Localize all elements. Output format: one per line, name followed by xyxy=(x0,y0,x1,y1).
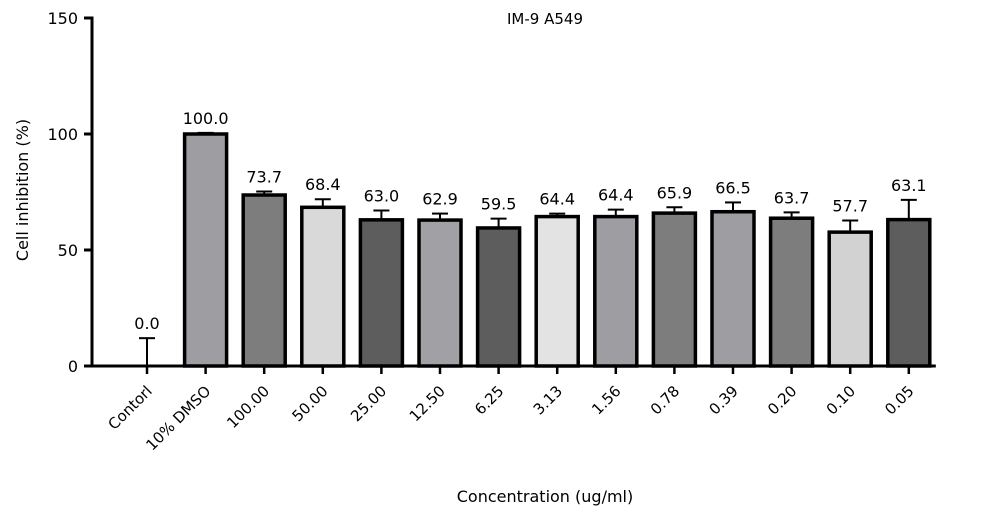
bar xyxy=(300,205,346,368)
data-label: 73.7 xyxy=(246,168,282,187)
bar xyxy=(651,211,698,368)
x-tick-label: 0.05 xyxy=(881,382,917,418)
data-label: 68.4 xyxy=(305,175,341,194)
bar xyxy=(768,216,815,368)
bar xyxy=(710,209,756,368)
y-tick-label: 150 xyxy=(47,9,78,28)
bar xyxy=(593,214,639,368)
bar xyxy=(358,218,405,368)
y-axis-title: Cell inhibition (%) xyxy=(13,119,32,261)
x-tick-label: 0.39 xyxy=(705,382,741,418)
bar xyxy=(886,217,932,368)
y-tick-label: 50 xyxy=(58,241,78,260)
x-tick-label: 100.00 xyxy=(223,382,273,432)
data-label: 62.9 xyxy=(422,190,458,209)
data-label: 100.0 xyxy=(183,109,229,128)
x-tick-label: 25.00 xyxy=(347,382,390,425)
bar xyxy=(475,226,522,368)
x-tick-label: Contorl xyxy=(105,382,156,433)
bar-series: 0.0 100.0 73.7 68.4 63.0 62.9 59.5 64.4 64.4 65.9… xyxy=(134,109,932,368)
bar xyxy=(182,132,229,368)
bar xyxy=(827,230,873,368)
chart-title: IM-9 A549 xyxy=(507,10,583,28)
data-label: 64.4 xyxy=(598,186,634,205)
data-label: 63.7 xyxy=(774,188,810,207)
x-axis-title: Concentration (ug/ml) xyxy=(457,487,633,506)
x-tick-label: 0.78 xyxy=(647,382,683,418)
data-label: 63.0 xyxy=(364,187,400,206)
x-tick-label: 1.56 xyxy=(588,382,624,418)
y-tick-label: 0 xyxy=(68,357,78,376)
x-tick-label: 50.00 xyxy=(289,382,332,425)
data-label: 57.7 xyxy=(832,197,868,216)
y-axis: 0 50 100 150 xyxy=(47,9,94,376)
bar xyxy=(534,214,580,368)
x-tick-label: 12.50 xyxy=(406,382,449,425)
bar xyxy=(241,193,287,368)
x-tick-label: 0.20 xyxy=(764,382,800,418)
x-tick-label: 0.10 xyxy=(823,382,859,418)
data-label: 0.0 xyxy=(134,314,159,333)
data-label: 63.1 xyxy=(891,176,927,195)
data-label: 64.4 xyxy=(539,190,575,209)
x-tick-label: 6.25 xyxy=(471,382,507,418)
x-tick-label: 3.13 xyxy=(530,382,566,418)
data-label: 59.5 xyxy=(481,195,517,214)
bar xyxy=(417,218,463,368)
data-label: 65.9 xyxy=(657,183,693,202)
y-tick-label: 100 xyxy=(47,125,78,144)
data-label: 66.5 xyxy=(715,178,751,197)
